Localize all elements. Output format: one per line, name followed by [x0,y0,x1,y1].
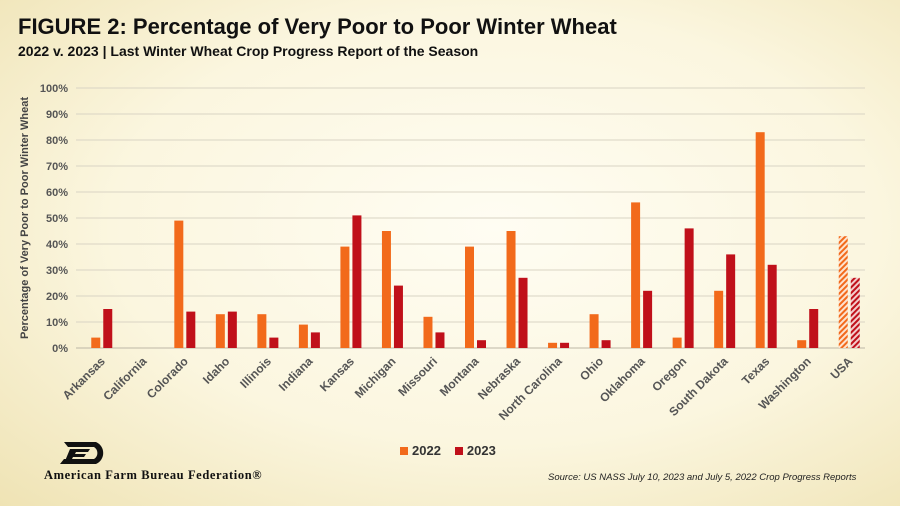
bar-2022-illinois [257,314,267,348]
bar-2023-nebraska [518,277,528,348]
bar-chart: 0% 10% 20% 30% 40% 50% 60% 70% 80% 90% 100% Percen… [19,83,865,423]
bar-2022-nebraska [506,231,516,348]
bar-2022-washington [797,340,807,348]
legend-label-2022: 2022 [412,443,441,458]
y-tick-label: 70% [46,161,68,173]
x-category-label: Kansas [317,354,357,394]
x-category-label: Oklahoma [597,354,648,405]
x-category-label: Texas [739,354,773,388]
org-name: American Farm Bureau Federation® [44,468,263,482]
bar-2023-michigan [393,285,403,348]
y-tick-label: 40% [46,239,68,251]
x-category-label: Indiana [276,354,316,394]
bar-2023-ohio [601,340,611,348]
bar-2022-south-dakota [714,290,724,348]
bar-2022-ohio [589,314,599,348]
legend-swatch-2022 [400,446,408,455]
bar-2023-south-dakota [726,254,736,348]
bar-2022-arkansas [91,337,101,348]
x-category-label: Oregon [649,354,689,394]
bar-2023-missouri [435,332,445,348]
y-tick-label: 60% [46,187,68,199]
legend-label-2023: 2023 [466,443,496,458]
bar-2022-michigan [381,231,391,348]
x-category-label: Colorado [144,354,191,401]
bar-2022-oklahoma [631,202,641,348]
bar-2022-texas [755,132,765,348]
x-category-label: California [100,354,149,403]
bar-2023-indiana [310,332,320,348]
x-category-label: USA [828,354,856,382]
y-tick-label: 50% [46,213,68,225]
bar-2023-oregon [684,228,694,348]
legend-item-2023: 2023 [454,443,496,458]
y-tick-label: 10% [46,317,68,329]
bar-2023-washington [809,309,819,348]
y-tick-label: 0% [52,343,68,355]
bar-2023-kansas [352,215,362,348]
x-category-label: Missouri [395,354,440,399]
bar-2022-usa [838,236,848,348]
y-tick-label: 30% [46,265,68,277]
y-tick-label: 90% [46,109,68,121]
y-axis-ticks: 0% 10% 20% 30% 40% 50% 60% 70% 80% 90% 100% [40,83,68,355]
bar-2022-kansas [340,246,350,348]
chart-subtitle: 2022 v. 2023 | Last Winter Wheat Crop Pr… [18,43,479,59]
y-tick-label: 80% [46,135,68,147]
chart-title: FIGURE 2: Percentage of Very Poor to Poo… [18,14,617,39]
bar-2023-oklahoma [643,290,653,348]
legend-swatch-2023 [454,446,463,455]
y-axis-label: Percentage of Very Poor to Poor Winter W… [19,97,31,339]
bar-2022-idaho [215,314,225,348]
afbf-logo-icon [60,442,104,464]
bar-2022-oregon [672,337,682,348]
legend: 2022 2023 [400,443,496,458]
bar-2022-colorado [174,220,184,348]
bar-2023-north-carolina [560,342,570,348]
bar-2022-montana [465,246,474,348]
legend-item-2022: 2022 [400,443,441,458]
bar-2022-missouri [423,316,433,348]
x-category-label: Illinois [237,354,274,391]
y-tick-label: 20% [46,291,68,303]
x-category-label: Michigan [352,354,399,401]
bar-2022-indiana [298,324,308,348]
bar-2023-arkansas [103,309,113,348]
source-note: Source: US NASS July 10, 2023 and July 5… [548,472,857,483]
bar-2023-colorado [186,311,196,348]
y-tick-label: 100% [40,83,68,95]
bar-2023-usa [850,277,860,348]
bar-2023-texas [767,264,777,348]
bar-2023-idaho [227,311,237,348]
x-category-label: Ohio [577,354,606,383]
bar-2023-illinois [269,337,279,348]
bar-2022-north-carolina [548,342,558,348]
bar-2023-montana [477,340,486,348]
bars [91,132,860,348]
x-category-label: Idaho [200,354,233,387]
